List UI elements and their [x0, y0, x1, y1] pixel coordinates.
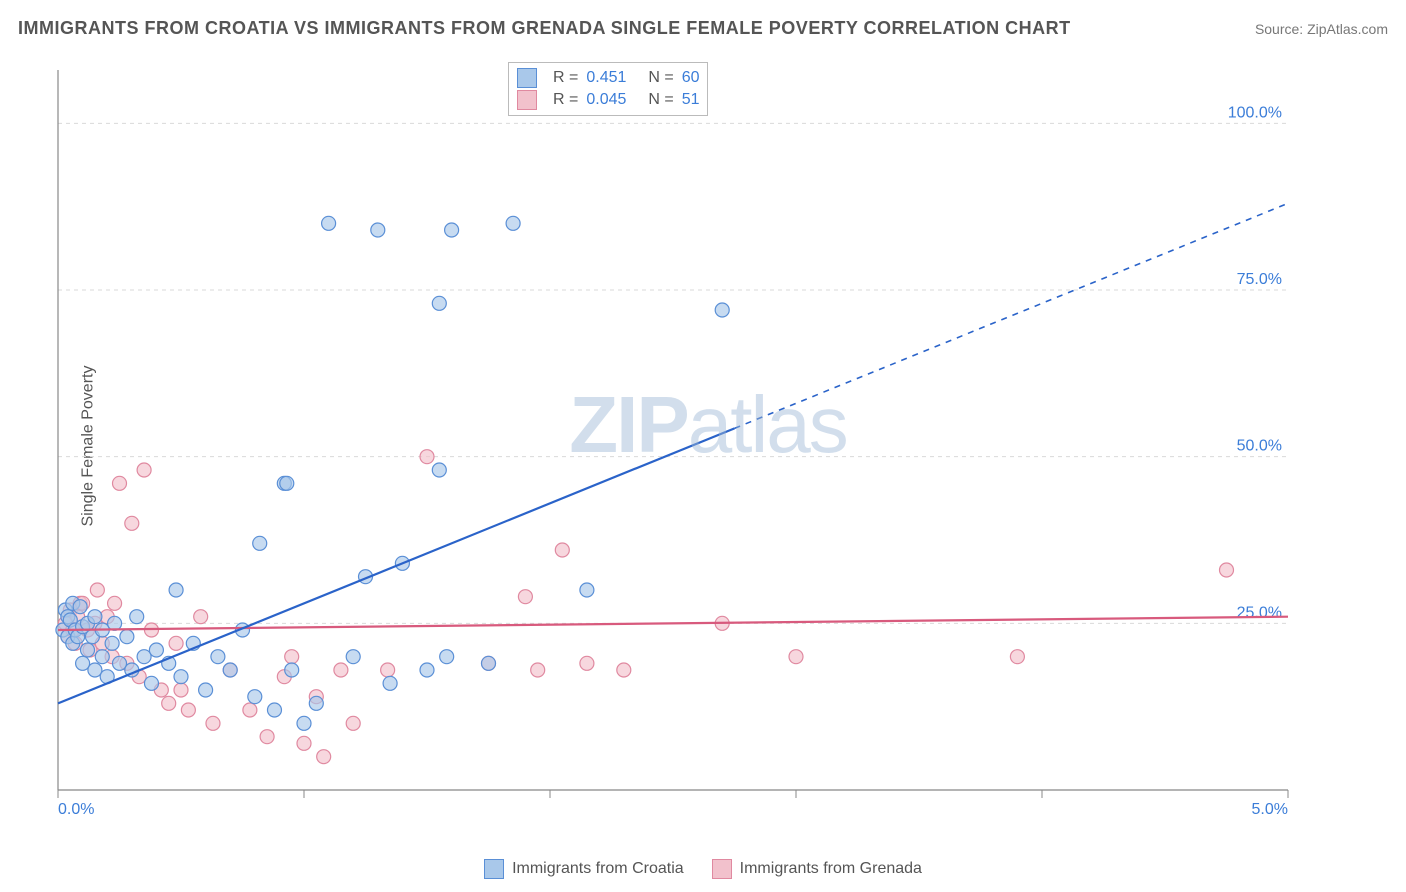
swatch-grenada [517, 90, 537, 110]
scatter-plot: 25.0% 50.0% 75.0% 100.0% 0.0% 5.0% [48, 60, 1368, 820]
corr-r-value-croatia: 0.451 [586, 67, 640, 89]
svg-text:25.0%: 25.0% [1237, 604, 1282, 621]
corr-n-value-croatia: 60 [682, 67, 700, 89]
legend-label-croatia: Immigrants from Croatia [512, 860, 684, 878]
chart-title: IMMIGRANTS FROM CROATIA VS IMMIGRANTS FR… [18, 18, 1071, 39]
source-name: ZipAtlas.com [1307, 21, 1388, 37]
corr-r-label: R = [553, 67, 578, 89]
series-legend: Immigrants from Croatia Immigrants from G… [0, 859, 1406, 884]
legend-label-grenada: Immigrants from Grenada [740, 860, 922, 878]
legend-item-grenada: Immigrants from Grenada [712, 859, 922, 879]
corr-row-croatia: R = 0.451 N = 60 [517, 67, 699, 89]
legend-swatch-croatia [484, 859, 504, 879]
svg-text:75.0%: 75.0% [1237, 271, 1282, 288]
svg-text:50.0%: 50.0% [1237, 438, 1282, 455]
legend-item-croatia: Immigrants from Croatia [484, 859, 684, 879]
corr-n-label: N = [648, 67, 673, 89]
corr-row-grenada: R = 0.045 N = 51 [517, 89, 699, 111]
legend-swatch-grenada [712, 859, 732, 879]
chart-area: 25.0%50.0%75.0%100.0%0.0%5.0% ZIPatlas R… [48, 60, 1368, 820]
source-prefix: Source: [1255, 21, 1307, 37]
corr-n-label: N = [648, 89, 673, 111]
svg-text:0.0%: 0.0% [58, 801, 94, 818]
correlation-legend: R = 0.451 N = 60 R = 0.045 N = 51 [508, 62, 708, 116]
svg-text:100.0%: 100.0% [1228, 104, 1282, 121]
svg-text:5.0%: 5.0% [1252, 801, 1288, 818]
corr-n-value-grenada: 51 [682, 89, 700, 111]
source-label: Source: ZipAtlas.com [1255, 21, 1388, 37]
corr-r-label: R = [553, 89, 578, 111]
swatch-croatia [517, 68, 537, 88]
corr-r-value-grenada: 0.045 [586, 89, 640, 111]
